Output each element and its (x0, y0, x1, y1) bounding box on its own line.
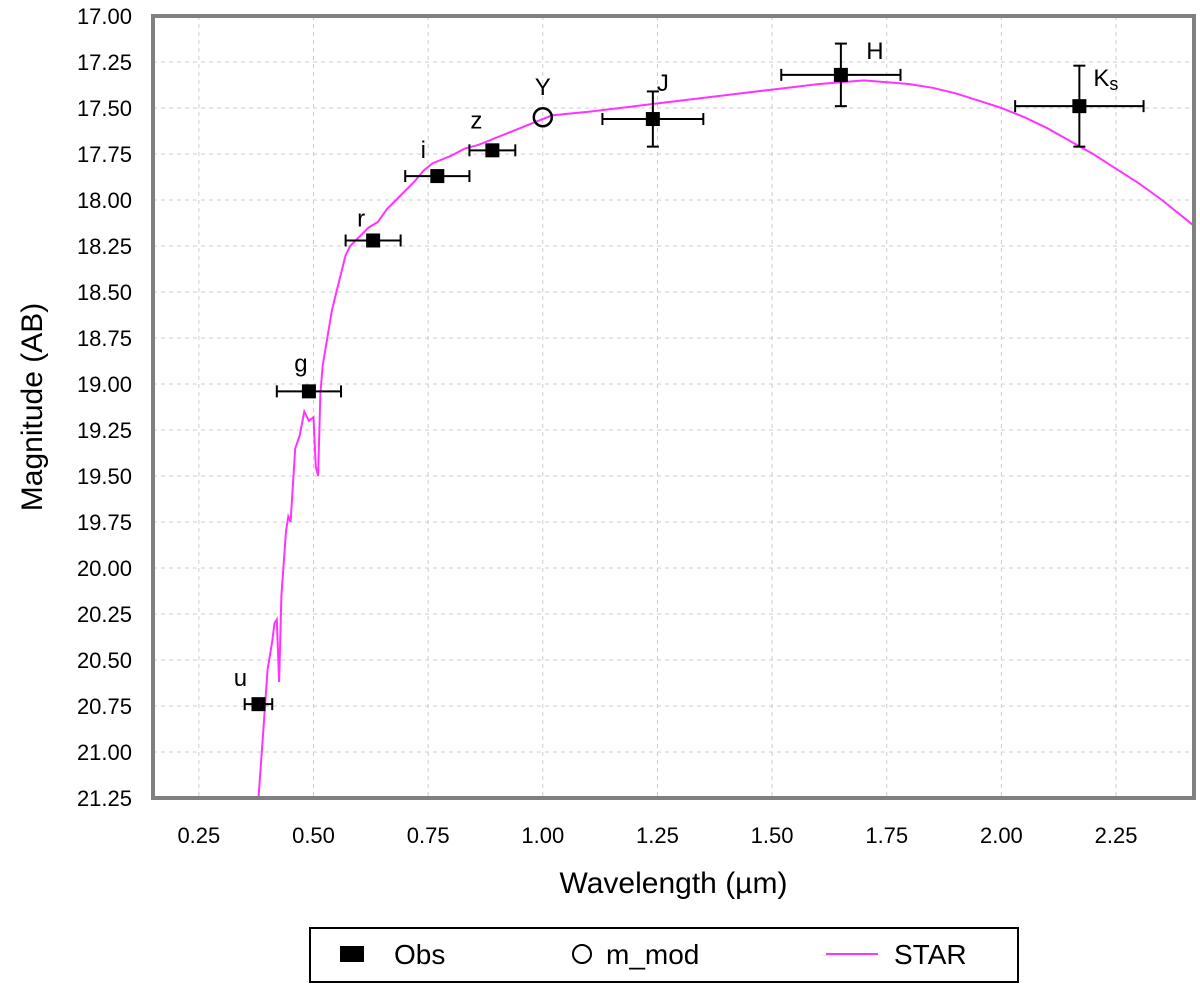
obs-marker (301, 384, 316, 399)
band-label-i: i (421, 137, 426, 164)
legend-obs-marker (340, 946, 364, 962)
y-tick-label: 17.00 (77, 4, 132, 29)
obs-marker (485, 143, 500, 158)
x-tick-label: 1.25 (636, 823, 679, 848)
x-axis-title: Wavelength (µm) (560, 867, 788, 900)
obs-point-ks (1014, 64, 1145, 148)
y-tick-labels: 17.00 17.25 17.50 17.75 18.00 18.25 18.50 18.75… (77, 4, 132, 811)
plot-frame (151, 14, 1196, 800)
obs-marker (366, 233, 381, 248)
y-tick-label: 19.00 (77, 372, 132, 397)
obs-marker (1072, 99, 1087, 114)
mmod-point-y (532, 106, 554, 128)
grid (153, 15, 1194, 799)
y-tick-label: 20.00 (77, 556, 132, 581)
obs-point-r (344, 233, 402, 248)
y-tick-label: 18.75 (77, 326, 132, 351)
obs-point-h (780, 42, 902, 108)
band-label-g: g (294, 350, 307, 377)
band-label-z: z (470, 107, 482, 134)
y-tick-label: 21.25 (77, 786, 132, 811)
obs-point-u (243, 697, 274, 712)
y-tick-label: 17.75 (77, 142, 132, 167)
y-tick-label: 18.00 (77, 188, 132, 213)
x-tick-label: 1.50 (751, 823, 794, 848)
y-tick-label: 18.50 (77, 280, 132, 305)
y-axis-title: Magnitude (AB) (16, 303, 49, 511)
y-tick-label: 19.25 (77, 418, 132, 443)
obs-point-z (468, 143, 517, 158)
observation-points-layer: u g r i z J H Ks Y (234, 38, 1145, 712)
y-tick-label: 20.50 (77, 648, 132, 673)
y-tick-label: 20.75 (77, 694, 132, 719)
obs-marker (251, 697, 266, 712)
obs-marker (430, 169, 445, 184)
band-label-j: J (657, 70, 669, 97)
x-tick-label: 0.75 (407, 823, 450, 848)
x-tick-label: 2.25 (1095, 823, 1138, 848)
obs-point-j (601, 90, 705, 148)
x-tick-label: 1.00 (521, 823, 564, 848)
y-tick-label: 20.25 (77, 602, 132, 627)
y-tick-label: 19.75 (77, 510, 132, 535)
y-tick-label: 17.50 (77, 96, 132, 121)
band-label-r: r (357, 205, 365, 232)
obs-point-g (275, 384, 343, 399)
obs-marker (833, 67, 848, 82)
legend-obs-label: Obs (394, 939, 445, 970)
legend: Obs m_mod STAR (309, 927, 1019, 983)
x-tick-labels: 0.25 0.50 0.75 1.00 1.25 1.50 1.75 2.00 2.25 (177, 823, 1137, 848)
x-tick-label: 2.00 (980, 823, 1023, 848)
legend-mmod-marker (572, 944, 592, 964)
y-tick-label: 21.00 (77, 740, 132, 765)
y-tick-label: 19.50 (77, 464, 132, 489)
band-label-ks: Ks (1093, 65, 1118, 94)
band-label-h: H (866, 38, 883, 65)
legend-box (309, 927, 1019, 983)
x-tick-label: 0.50 (292, 823, 335, 848)
legend-star-label: STAR (894, 939, 967, 970)
legend-mmod-label: m_mod (606, 939, 699, 970)
star-model-line (257, 79, 1195, 799)
obs-marker (645, 112, 660, 127)
y-tick-label: 18.25 (77, 234, 132, 259)
x-tick-label: 1.75 (865, 823, 908, 848)
obs-point-i (404, 169, 471, 184)
band-label-u: u (234, 665, 247, 692)
band-label-y: Y (535, 74, 551, 101)
y-tick-label: 17.25 (77, 50, 132, 75)
x-tick-label: 0.25 (177, 823, 220, 848)
star-curve-layer (257, 79, 1195, 799)
